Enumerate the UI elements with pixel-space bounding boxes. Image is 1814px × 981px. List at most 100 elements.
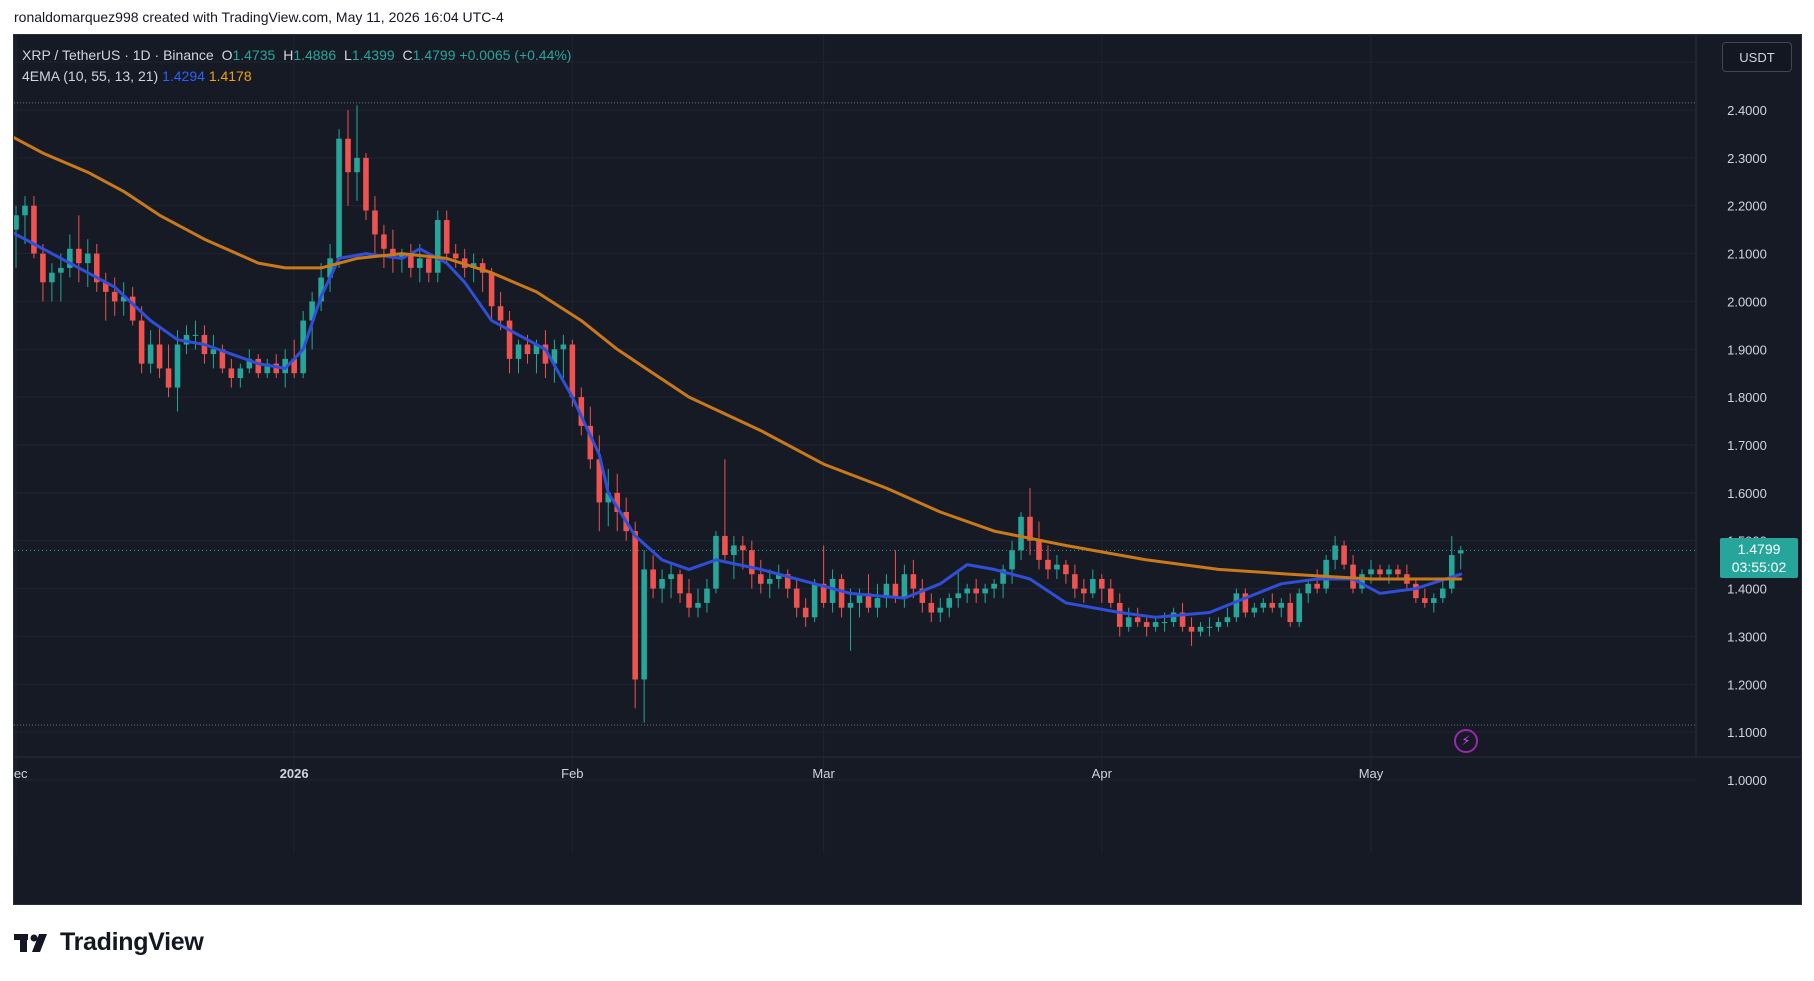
- candle-body: [1036, 540, 1042, 560]
- price-chart[interactable]: 1.00001.10001.20001.30001.40001.50001.60…: [14, 35, 1802, 905]
- candle-body: [973, 588, 979, 594]
- indicator-row: 4EMA (10, 55, 13, 21) 1.4294 1.4178: [22, 66, 571, 87]
- y-tick-label: 2.3000: [1727, 151, 1767, 166]
- candle-body: [1009, 550, 1015, 570]
- y-tick-label: 1.4000: [1727, 582, 1767, 597]
- candle-body: [587, 425, 594, 460]
- candle-body: [865, 593, 872, 608]
- candle-body: [524, 344, 531, 355]
- candle-body: [219, 349, 226, 369]
- symbol-title[interactable]: XRP / TetherUS · 1D · Binance: [22, 47, 214, 63]
- candle-body: [802, 607, 809, 618]
- candle-body: [766, 579, 773, 584]
- candle-body: [93, 253, 100, 283]
- candle-body: [354, 157, 360, 173]
- brand-name: TradingView: [60, 928, 204, 956]
- candle-body: [578, 397, 585, 426]
- indicator-name[interactable]: 4EMA (10, 55, 13, 21): [22, 68, 159, 84]
- candle-body: [677, 574, 683, 594]
- candle-body: [434, 220, 441, 273]
- candle-body: [22, 205, 28, 216]
- candle-body: [1314, 583, 1320, 589]
- candle-body: [991, 583, 997, 589]
- candle-body: [345, 138, 351, 173]
- candle-body: [551, 349, 558, 364]
- ohlc-row: XRP / TetherUS · 1D · Binance O1.4735 H1…: [22, 45, 571, 66]
- candle-body: [704, 588, 710, 603]
- candle-body: [1090, 579, 1096, 594]
- candle-body: [443, 220, 450, 254]
- candle-body: [784, 574, 791, 589]
- open-label: O: [221, 47, 233, 63]
- candle-body: [1287, 602, 1294, 623]
- candle-body: [829, 579, 836, 603]
- candle-body: [1107, 588, 1114, 603]
- candle-body: [1063, 564, 1069, 575]
- bar-countdown: 03:55:02: [1731, 559, 1787, 576]
- candle-body: [228, 368, 235, 378]
- y-tick-label: 1.0000: [1727, 773, 1767, 788]
- y-tick-label: 2.0000: [1727, 294, 1767, 309]
- candle-body: [1045, 559, 1051, 570]
- candle-body: [515, 344, 522, 359]
- candle-body: [1359, 574, 1365, 589]
- candle-body: [910, 574, 917, 589]
- candle-body: [1269, 602, 1276, 608]
- candle-body: [722, 535, 728, 556]
- open-value: 1.4735: [232, 47, 276, 63]
- candle-body: [883, 583, 890, 599]
- candle-body: [955, 593, 962, 599]
- currency-unit-button[interactable]: USDT: [1722, 42, 1792, 72]
- high-value: 1.4886: [293, 47, 337, 63]
- candle-body: [1197, 626, 1204, 632]
- candle-body: [928, 602, 935, 613]
- candle-body: [659, 579, 665, 589]
- low-label: L: [344, 47, 352, 63]
- candle-body: [668, 574, 674, 579]
- candle-body: [1368, 569, 1374, 575]
- chart-legend: XRP / TetherUS · 1D · Binance O1.4735 H1…: [22, 45, 571, 87]
- candle-body: [569, 344, 576, 398]
- candle-body: [1206, 626, 1213, 628]
- candle-body: [1215, 622, 1222, 627]
- y-tick-label: 1.7000: [1727, 438, 1767, 453]
- candle-body: [982, 588, 988, 594]
- candle-body: [372, 210, 378, 235]
- candle-body: [856, 593, 863, 603]
- lightning-icon[interactable]: ⚡: [1454, 729, 1478, 753]
- candle-body: [1134, 617, 1141, 623]
- candle-body: [1000, 569, 1006, 584]
- candle-body: [40, 253, 46, 283]
- candle-body: [1457, 550, 1464, 554]
- candle-body: [731, 545, 737, 556]
- chart-panel[interactable]: 1.00001.10001.20001.30001.40001.50001.60…: [13, 34, 1802, 905]
- candle-body: [775, 574, 782, 579]
- candle-body: [1224, 617, 1231, 623]
- candle-body: [67, 248, 73, 268]
- candle-body: [901, 574, 908, 599]
- high-label: H: [283, 47, 294, 63]
- candle-body: [1018, 516, 1024, 551]
- close-value: 1.4799: [412, 47, 456, 63]
- ema-slow-value: 1.4178: [208, 68, 252, 84]
- candle-body: [255, 358, 262, 374]
- candle-body: [102, 282, 109, 292]
- y-tick-label: 2.4000: [1727, 103, 1767, 118]
- candle-body: [1233, 593, 1240, 618]
- candle-body: [237, 368, 244, 378]
- candle-body: [85, 253, 91, 264]
- candle-body: [58, 267, 64, 273]
- candle-body: [605, 492, 612, 503]
- candle-body: [174, 344, 181, 388]
- candle-body: [363, 157, 369, 211]
- candle-body: [838, 579, 845, 608]
- candle-body: [919, 588, 926, 603]
- ema-slow-line: [14, 135, 1463, 581]
- candle-body: [1395, 569, 1401, 575]
- candle-body: [399, 253, 405, 259]
- candle-body: [614, 492, 621, 512]
- candle-body: [1188, 626, 1195, 632]
- y-tick-label: 1.6000: [1727, 486, 1767, 501]
- candle-body: [1323, 559, 1329, 589]
- candle-body: [596, 459, 603, 503]
